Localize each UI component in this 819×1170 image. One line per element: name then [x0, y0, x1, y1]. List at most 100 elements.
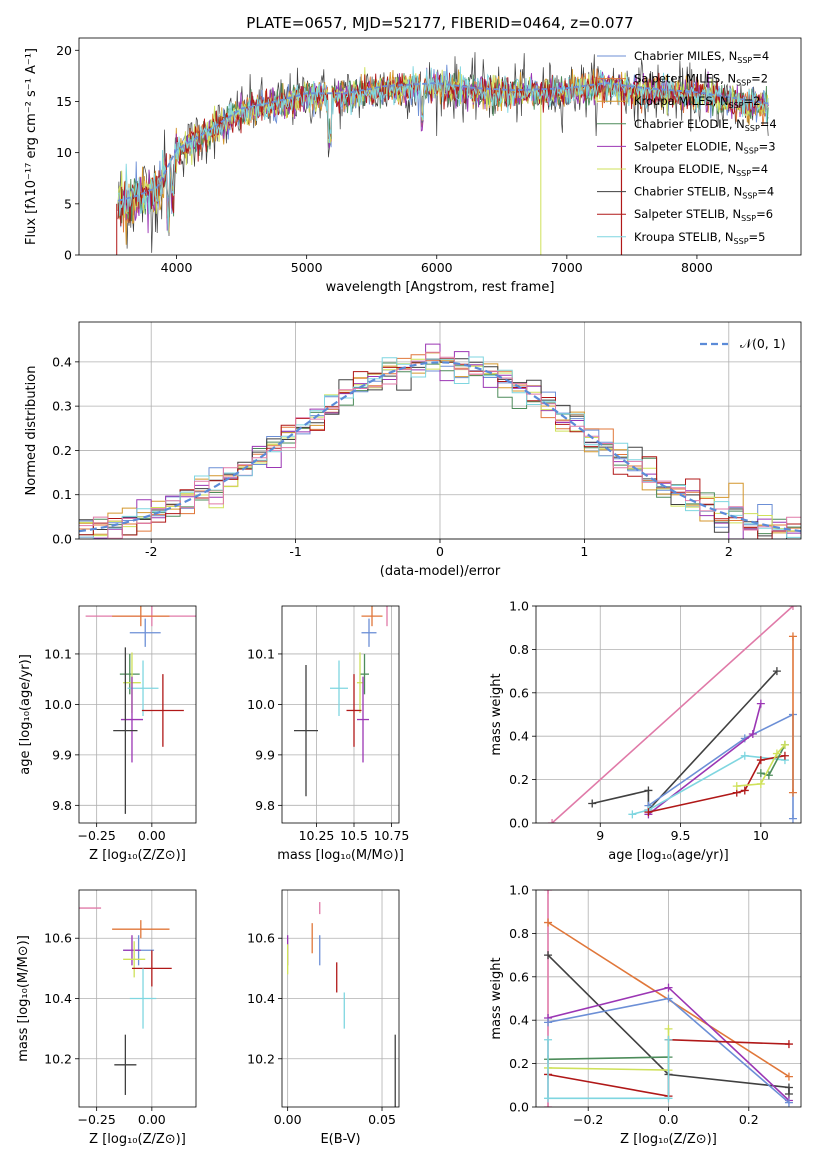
weight-marker	[732, 782, 741, 791]
mass-weight-vs-metallicity-panel: −0.2 0.0 0.2 0.0 0.2 0.4 0.6 0.8 1.0 Z [log₁₀(Z/Z…	[489, 883, 802, 1147]
axes-frame	[535, 605, 802, 824]
x-tick-label: 1	[580, 544, 588, 559]
x-axis-label: age [log₁₀(age/yr)]	[608, 848, 729, 863]
y-tick-label: 10.6	[44, 931, 72, 946]
x-tick-label: 8000	[681, 260, 713, 275]
residuals-histogram-panel: -2 -1 0 1 2 0.0 0.1 0.2 0.3 0.4 (data-model)/error…	[24, 321, 802, 579]
weight-marker	[740, 786, 749, 795]
plot-area	[287, 902, 396, 1107]
axes-frame	[78, 37, 802, 256]
legend-entry: Chabrier STELIB, NSSP=4	[634, 185, 774, 201]
x-axis-label: wavelength [Angstrom, rest frame]	[326, 280, 555, 295]
normal-curve	[79, 361, 801, 533]
y-tick-label: 9.8	[52, 798, 72, 813]
weight-marker	[644, 786, 653, 795]
legend-entry: Chabrier MILES, NSSP=4	[634, 49, 769, 65]
error-bar	[114, 1034, 137, 1095]
plot-area	[544, 890, 793, 1107]
x-tick-label: 10	[753, 828, 769, 843]
x-tick-label: −0.2	[573, 1112, 603, 1127]
y-tick-label: 10.2	[247, 1051, 275, 1066]
error-bar	[127, 660, 159, 717]
weight-marker	[788, 632, 797, 641]
y-tick-label: 0.4	[509, 1013, 529, 1028]
legend-entry: Salpeter STELIB, NSSP=6	[634, 207, 773, 223]
plot-area	[294, 606, 388, 797]
y-tick-label: 9.8	[255, 798, 275, 813]
error-bar	[294, 665, 318, 797]
weight-marker	[756, 699, 765, 708]
x-tick-label: 10.5	[340, 828, 368, 843]
y-axis-label: mass [log₁₀(M/M⊙)]	[16, 935, 31, 1062]
grid-lines	[282, 890, 399, 1107]
y-axis-label: mass weight	[489, 957, 504, 1039]
axes-frame	[78, 605, 197, 824]
y-tick-label: 10.0	[247, 697, 275, 712]
legend-entry: 𝒩(0, 1)	[740, 336, 786, 351]
x-axis-label: Z [log₁₀(Z/Z⊙)]	[89, 848, 186, 863]
x-tick-label: −0.25	[78, 828, 116, 843]
weight-marker	[664, 1024, 673, 1033]
legend-entry: Chabrier ELODIE, NSSP=4	[634, 117, 777, 133]
error-bar	[120, 676, 144, 763]
weight-marker	[784, 1072, 793, 1081]
weight-marker	[664, 1094, 673, 1103]
x-axis-label: (data-model)/error	[380, 564, 501, 579]
error-bar	[360, 653, 369, 695]
weight-marker	[544, 1094, 553, 1103]
y-tick-label: 0	[64, 248, 72, 263]
y-axis-label: age [log₁₀(age/yr)]	[18, 654, 33, 775]
x-tick-label: 0.00	[138, 828, 166, 843]
legend-entry: Salpeter ELODIE, NSSP=3	[634, 139, 776, 155]
weight-line	[736, 744, 786, 787]
x-tick-label: 0.2	[739, 1112, 759, 1127]
error-bar	[112, 606, 170, 627]
legend-entry: Kroupa ELODIE, NSSP=4	[634, 162, 768, 178]
weight-marker	[664, 1035, 673, 1044]
x-axis-label: mass [log₁₀(M/M⊙)]	[277, 848, 404, 863]
x-tick-label: 0.05	[368, 1112, 396, 1127]
weight-marker	[780, 740, 789, 749]
age-vs-metallicity-panel: −0.25 0.00 9.8 9.9 10.0 10.1 Z [log₁₀(Z/Z⊙)] ag…	[18, 605, 197, 863]
error-bar	[129, 968, 157, 1029]
histogram-step	[79, 358, 801, 539]
y-axis-label: Normed distribution	[24, 366, 39, 496]
spectrum-panel: 4000 5000 6000 7000 8000 0 5 10 15 20 wavelength […	[24, 37, 802, 295]
error-bar	[361, 606, 383, 627]
x-tick-label: -2	[145, 544, 157, 559]
error-bar	[330, 660, 348, 717]
weight-marker	[588, 799, 597, 808]
x-tick-label: 9.5	[671, 828, 691, 843]
y-tick-label: 0.6	[509, 969, 529, 984]
y-tick-label: 0.0	[509, 1100, 529, 1115]
y-tick-label: 0.0	[52, 532, 72, 547]
error-bar	[123, 941, 146, 978]
weight-marker	[784, 1098, 793, 1107]
axes-frame	[281, 605, 400, 824]
y-tick-label: 15	[56, 94, 72, 109]
x-tick-label: 10.75	[374, 828, 410, 843]
y-tick-label: 10.4	[247, 991, 275, 1006]
x-tick-label: 0.00	[138, 1112, 166, 1127]
y-tick-label: 5	[64, 196, 72, 211]
histogram-step	[79, 351, 801, 539]
plot-area	[79, 907, 172, 1095]
x-tick-label: 0.0	[659, 1112, 679, 1127]
error-bar	[129, 618, 161, 647]
histogram-legend: 𝒩(0, 1)	[700, 336, 786, 351]
plot-area	[79, 343, 801, 539]
error-bar	[119, 653, 140, 695]
weight-line	[551, 606, 794, 823]
weight-marker	[544, 1018, 553, 1027]
y-tick-label: 1.0	[509, 883, 529, 898]
error-bar	[346, 674, 362, 747]
weight-marker	[756, 756, 765, 765]
spectrum-legend: Chabrier MILES, NSSP=4 Salpeter MILES, NS…	[597, 49, 777, 246]
x-tick-label: 5000	[291, 260, 323, 275]
y-tick-label: 0.8	[509, 642, 529, 657]
weight-line	[547, 1056, 669, 1061]
weight-line	[592, 670, 778, 813]
y-tick-label: 20	[56, 43, 72, 58]
x-tick-label: 9	[596, 828, 604, 843]
y-tick-label: 10.2	[44, 1051, 72, 1066]
